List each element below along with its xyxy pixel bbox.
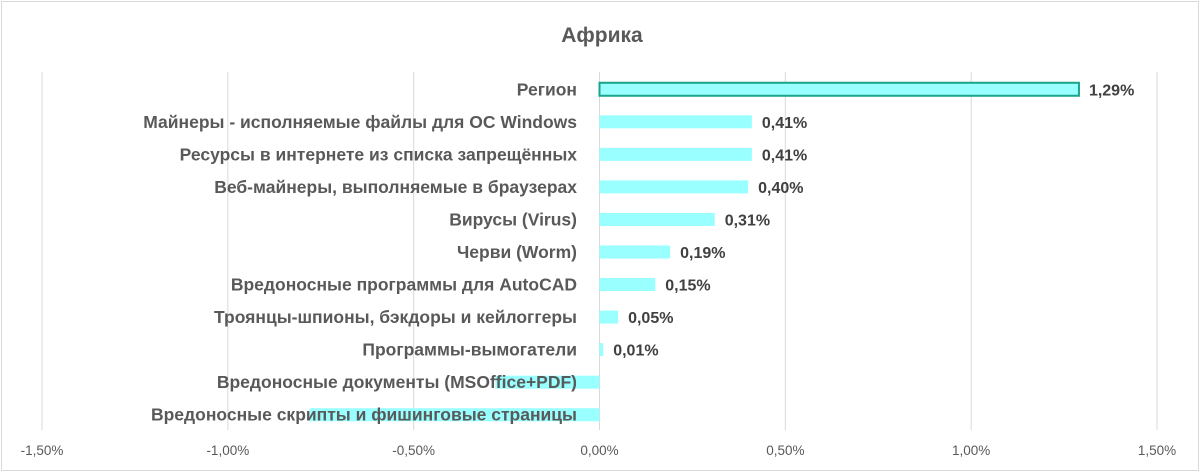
category-label: Вредоносные документы (MSOffice+PDF) (217, 372, 577, 392)
x-tick-label: 0,00% (580, 443, 618, 458)
bar (598, 81, 1080, 97)
category-label: Вредоносные программы для AutoCAD (231, 275, 577, 295)
data-label: 0,40% (758, 180, 803, 197)
x-tick-label: 1,50% (1138, 443, 1176, 458)
chart-title: Африка (561, 24, 643, 47)
category-label: Ресурсы в интернете из списка запрещённы… (180, 144, 578, 164)
category-label: Вредоносные скрипты и фишинговые страниц… (151, 405, 577, 425)
bar (599, 245, 671, 259)
category-label: Черви (Worm) (457, 242, 577, 262)
category-label: Майнеры - исполняемые файлы для ОС Windo… (143, 112, 577, 132)
bar (599, 343, 604, 357)
bar (599, 278, 656, 292)
x-tick-label: -1,50% (21, 443, 64, 458)
x-tick-label: -1,00% (206, 443, 249, 458)
x-tick-label: 1,00% (952, 443, 990, 458)
data-label: 1,29% (1089, 82, 1134, 99)
bar (599, 147, 752, 161)
data-label: 0,01% (613, 343, 658, 360)
data-label: 0,41% (762, 115, 807, 132)
data-label: 0,41% (762, 147, 807, 164)
data-label: 0,05% (628, 310, 673, 327)
data-label: 0,15% (665, 278, 710, 295)
category-label: Программы-вымогатели (362, 340, 577, 360)
category-label: Веб-майнеры, выполняемые в браузерах (214, 177, 577, 197)
category-label: Вирусы (Virus) (449, 209, 577, 229)
bar (309, 408, 600, 422)
data-label: 0,19% (680, 245, 725, 262)
category-label: Троянцы-шпионы, бэкдоры и кейлоггеры (214, 307, 577, 327)
bar (599, 180, 749, 194)
bar (599, 115, 752, 129)
category-label: Регион (517, 79, 577, 99)
data-label: 0,31% (725, 212, 770, 229)
x-tick-label: -0,50% (392, 443, 435, 458)
x-tick-label: 0,50% (766, 443, 804, 458)
bar (599, 310, 619, 324)
bar (599, 212, 715, 226)
bar (495, 375, 600, 389)
